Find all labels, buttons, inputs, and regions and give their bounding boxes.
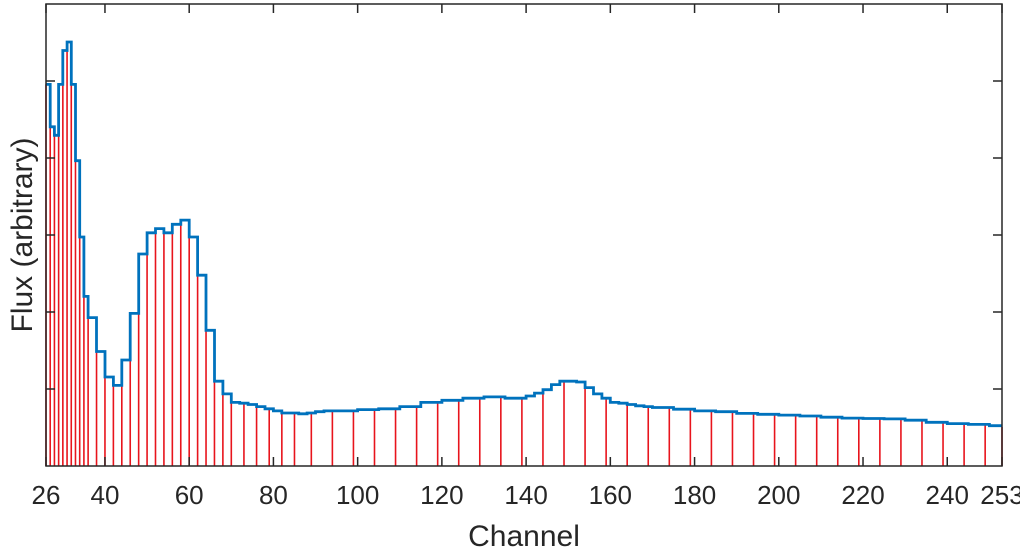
x-tick-label: 180 (673, 480, 716, 510)
x-tick-label: 200 (757, 480, 800, 510)
y-axis-label: Flux (arbitrary) (6, 137, 39, 332)
x-tick-label: 26 (32, 480, 61, 510)
flux-stairs-line (46, 40, 1002, 428)
x-tick-label: 160 (589, 480, 632, 510)
axis-ticks (45, 4, 1003, 466)
x-tick-label: 40 (90, 480, 119, 510)
x-tick-label: 220 (841, 480, 884, 510)
x-tick-labels: 26 40 60 80 100 120 140 160 180 200 220 240 253 (32, 480, 1020, 510)
x-tick-label: 100 (336, 480, 379, 510)
bin-edge-stems (45, 42, 1003, 466)
x-tick-label: 253 (980, 480, 1020, 510)
x-tick-label: 80 (259, 480, 288, 510)
x-tick-label: 120 (420, 480, 463, 510)
x-tick-label: 140 (504, 480, 547, 510)
x-axis-label: Channel (468, 520, 580, 552)
x-tick-label: 60 (175, 480, 204, 510)
x-tick-label: 240 (926, 480, 969, 510)
